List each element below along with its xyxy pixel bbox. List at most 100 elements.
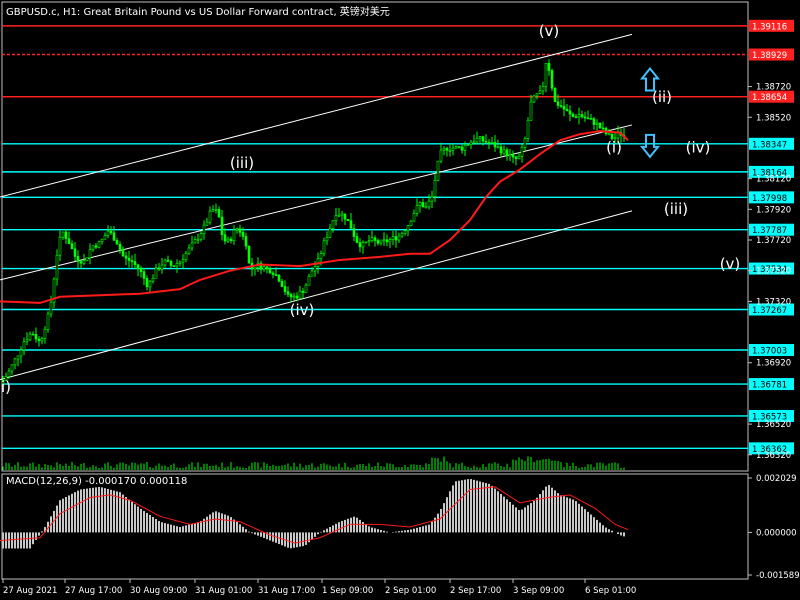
candle-body [529, 101, 533, 121]
candle-body [439, 149, 443, 162]
candle-body [31, 333, 35, 336]
level-label-box [749, 191, 794, 204]
candle-body [109, 230, 113, 234]
price-tick-label: 1.37920 [756, 205, 791, 215]
candle-body [241, 232, 245, 237]
candle-body [58, 237, 62, 256]
candle-body [145, 278, 149, 288]
wave-label: (iii) [230, 154, 254, 172]
price-tick-label: 1.38520 [756, 113, 791, 123]
candle-body [85, 257, 89, 261]
candle-body [244, 236, 248, 247]
candle-body [106, 230, 110, 236]
candle-body [478, 136, 482, 139]
candle-body [532, 95, 536, 103]
candle-body [148, 280, 152, 288]
candle-body [151, 277, 155, 282]
candle-body [112, 232, 116, 241]
main-frame [1, 1, 749, 472]
macd-panel: 0.002029 0.000000 -0.001589 [0, 474, 800, 581]
candle-body [403, 230, 407, 234]
candle-body [202, 224, 206, 235]
level-label: 1.39116 [752, 22, 787, 32]
candle-body [70, 243, 74, 249]
candle-body [556, 101, 560, 106]
candle-body [133, 261, 137, 265]
level-label: 1.38654 [752, 93, 787, 103]
level-label: 1.38347 [752, 140, 787, 150]
candle-body [280, 281, 284, 287]
candle-body [214, 209, 218, 211]
level-label-box [749, 48, 794, 61]
price-axis: 1.38720 1.38520 1.38120 1.37920 1.37720 1.375… [748, 83, 791, 461]
level-label: 1.38929 [752, 51, 787, 61]
time-tick-label: 6 Sep 01:00 [585, 586, 636, 596]
candle-body [181, 259, 185, 263]
candle-body [598, 122, 602, 129]
candle-body [370, 237, 374, 242]
candle-body [187, 247, 191, 254]
candle-body [121, 249, 125, 257]
level-label: 1.37003 [752, 347, 787, 357]
candle-body [67, 238, 71, 245]
candle-body [340, 213, 344, 216]
candle-body [343, 213, 347, 220]
candle-body [199, 233, 203, 240]
candle-body [481, 136, 485, 142]
candle-body [298, 290, 302, 299]
time-tick-label: 2 Sep 01:00 [385, 586, 436, 596]
candle-body [163, 259, 167, 266]
candle-body [13, 358, 17, 366]
candle-body [355, 236, 359, 243]
candle-body [373, 237, 377, 241]
candle-body [400, 233, 404, 237]
price-tick-label: 1.36920 [756, 359, 791, 369]
candle-body [385, 239, 389, 243]
level-label-box [749, 19, 794, 32]
macd-tick-label: -0.001589 [756, 571, 800, 581]
candle-body [304, 284, 308, 293]
candle-body [262, 266, 266, 270]
level-label-box [749, 344, 794, 357]
candle-body [337, 214, 341, 217]
candle-body [493, 141, 497, 148]
candle-body [541, 86, 545, 92]
price-tick-label: 1.38120 [756, 175, 791, 185]
time-tick-label: 2 Sep 17:00 [450, 586, 501, 596]
level-label-box [749, 165, 794, 178]
candle-body [511, 154, 515, 158]
candle-body [235, 228, 239, 231]
candle-body [406, 225, 410, 232]
candle-body [7, 370, 11, 377]
candle-body [592, 118, 596, 125]
level-label: 1.36362 [752, 445, 787, 455]
macd-frame [1, 473, 749, 580]
wave-label: (v) [539, 22, 560, 40]
candle-body [607, 133, 611, 136]
wave-label: (iv) [686, 139, 711, 157]
moving-average [0, 130, 629, 304]
candle-body [322, 240, 326, 254]
moving-average-line [0, 130, 629, 304]
candle-body [601, 127, 605, 130]
candle-body [166, 259, 170, 262]
candle-body [229, 238, 233, 242]
macd-tick-label: 0.000000 [756, 528, 797, 538]
candle-body [352, 228, 356, 237]
candle-body [526, 120, 530, 139]
candle-body [520, 147, 524, 157]
macd-label: MACD(12,26,9) -0.000170 0.000118 [6, 476, 188, 487]
candle-body [418, 202, 422, 206]
candle-body [22, 341, 26, 351]
channel-lines [0, 33, 633, 381]
candle-body [364, 241, 368, 244]
candle-body [16, 355, 20, 360]
level-label-box [749, 223, 794, 236]
candle-body [154, 267, 158, 279]
candle-body [397, 235, 401, 241]
level-label-box [749, 303, 794, 316]
time-tick-label: 3 Sep 09:00 [513, 586, 564, 596]
candle-body [334, 215, 338, 222]
candle-body [553, 87, 557, 102]
